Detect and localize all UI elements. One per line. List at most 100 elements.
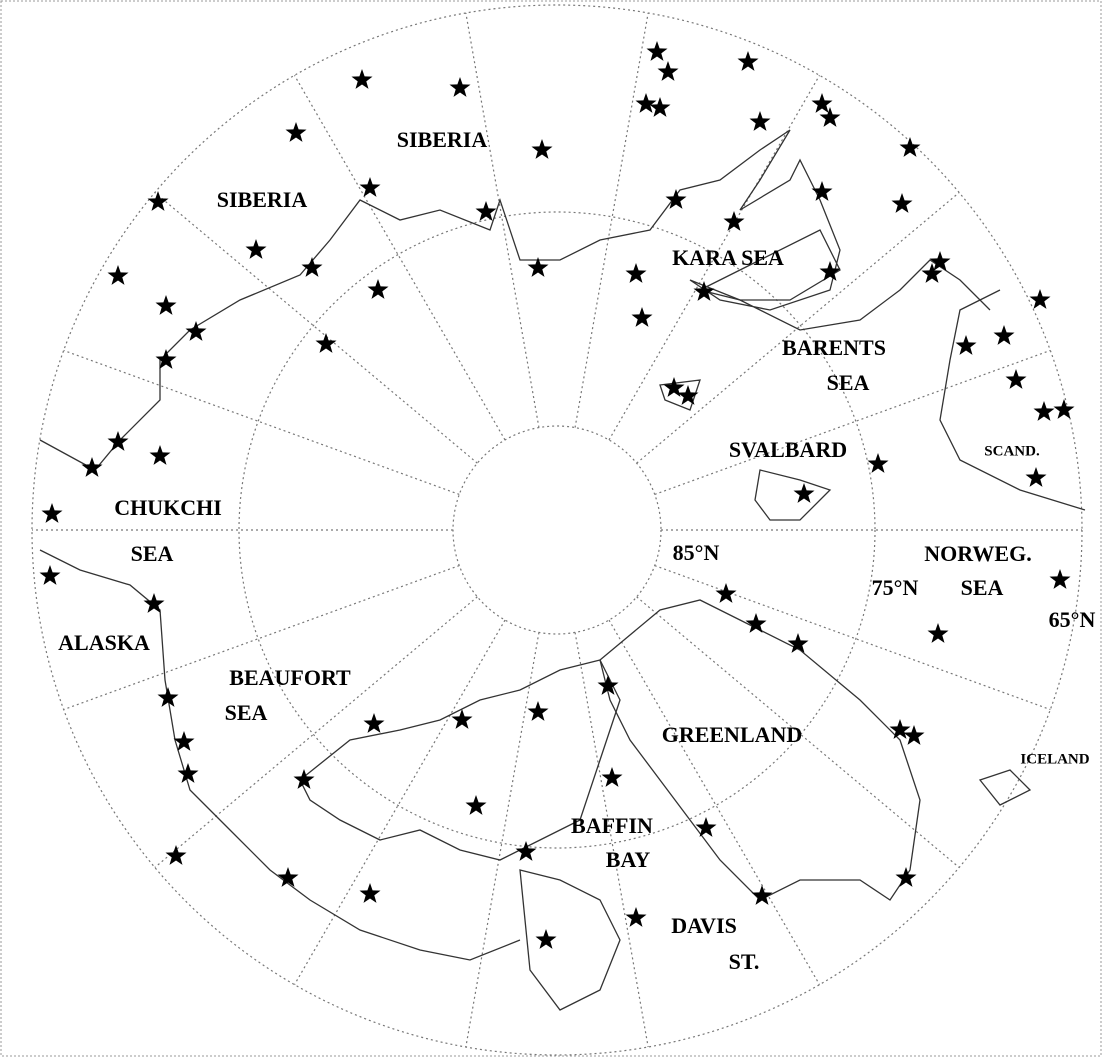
region-label: SEA — [225, 700, 268, 725]
station-star — [646, 41, 668, 61]
meridian — [608, 619, 821, 985]
station-star — [155, 295, 177, 315]
region-label: GREENLAND — [662, 722, 803, 747]
meridian — [465, 632, 540, 1048]
meridian — [63, 565, 460, 711]
station-star — [301, 257, 323, 277]
station-star — [107, 265, 129, 285]
station-star — [359, 883, 381, 903]
station-star — [359, 177, 381, 197]
station-star — [811, 181, 833, 201]
coast-novaya — [698, 229, 841, 301]
region-label: ICELAND — [1020, 751, 1089, 767]
station-star — [157, 687, 179, 707]
meridian — [636, 192, 960, 464]
station-star — [285, 122, 307, 142]
station-star — [147, 191, 169, 211]
region-label: KARA SEA — [672, 245, 784, 270]
region-label: SEA — [131, 541, 174, 566]
station-star — [793, 483, 815, 503]
station-star — [895, 867, 917, 887]
station-star — [475, 201, 497, 221]
meridian — [654, 565, 1051, 711]
region-label: DAVIS — [671, 913, 737, 938]
station-star — [531, 139, 553, 159]
station-star — [955, 335, 977, 355]
region-label: SIBERIA — [217, 187, 308, 212]
station-star — [625, 907, 647, 927]
coast-scand — [939, 289, 1086, 511]
station-star — [597, 675, 619, 695]
station-star — [245, 239, 267, 259]
station-star — [107, 431, 129, 451]
region-label: NORWEG. — [924, 541, 1031, 566]
station-star — [745, 613, 767, 633]
region-label: SIBERIA — [397, 127, 488, 152]
station-star — [927, 623, 949, 643]
region-label: SCAND. — [984, 443, 1040, 459]
coastlines — [39, 129, 1086, 1011]
latitude-label: 75°N — [872, 575, 919, 600]
station-star — [367, 279, 389, 299]
station-star — [649, 97, 671, 117]
station-star — [177, 763, 199, 783]
region-label: BAY — [606, 847, 651, 872]
station-star — [665, 189, 687, 209]
station-star — [351, 69, 373, 89]
station-star — [527, 257, 549, 277]
station-star — [1033, 401, 1055, 421]
station-star — [657, 61, 679, 81]
station-star — [737, 51, 759, 71]
station-star — [527, 701, 549, 721]
station-star — [155, 349, 177, 369]
station-star — [143, 593, 165, 613]
station-star — [465, 795, 487, 815]
station-star — [173, 731, 195, 751]
coast-siberia — [39, 129, 991, 471]
station-star — [693, 281, 715, 301]
graticule — [31, 4, 1083, 1056]
station-star — [41, 503, 63, 523]
station-star — [891, 193, 913, 213]
coast-alaska — [39, 549, 521, 961]
station-star — [625, 263, 647, 283]
station-star — [631, 307, 653, 327]
region-label: SEA — [961, 575, 1004, 600]
latitude-label: 85°N — [673, 540, 720, 565]
station-star — [293, 769, 315, 789]
labels: SIBERIA SIBERIA KARA SEA BARENTS SEA SVA… — [58, 127, 1095, 974]
station-star — [819, 107, 841, 127]
station-star — [749, 111, 771, 131]
region-label: BARENTS — [782, 335, 886, 360]
lat-circle-75 — [238, 211, 876, 849]
station-star — [1053, 399, 1075, 419]
station-star — [903, 725, 925, 745]
station-star — [315, 333, 337, 353]
meridian — [63, 349, 460, 495]
station-star — [695, 817, 717, 837]
station-star — [449, 77, 471, 97]
station-star — [451, 709, 473, 729]
station-star — [921, 263, 943, 283]
station-star — [889, 719, 911, 739]
station-star — [993, 325, 1015, 345]
station-star — [723, 211, 745, 231]
station-star — [635, 93, 657, 113]
station-star — [867, 453, 889, 473]
station-star — [515, 841, 537, 861]
station-star — [185, 321, 207, 341]
meridian — [636, 596, 960, 868]
station-star — [363, 713, 385, 733]
station-star — [535, 929, 557, 949]
meridian — [293, 619, 506, 985]
station-star — [819, 261, 841, 281]
station-star — [149, 445, 171, 465]
station-star — [277, 867, 299, 887]
meridian — [654, 349, 1051, 495]
station-star — [601, 767, 623, 787]
station-star — [81, 457, 103, 477]
region-label: SEA — [827, 370, 870, 395]
meridian — [574, 632, 649, 1048]
